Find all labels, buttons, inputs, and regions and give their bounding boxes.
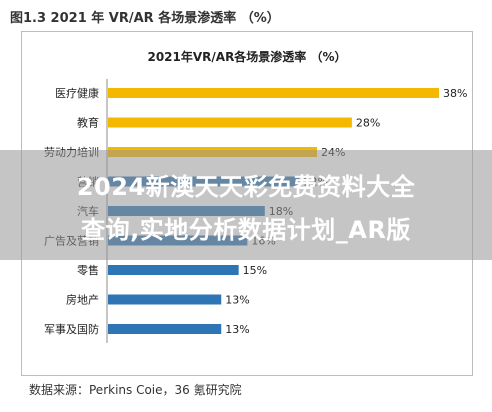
bar [108, 265, 239, 275]
bar [108, 117, 352, 128]
watermark-text-line-1: 2024新澳天天彩免费资料大全 [76, 173, 416, 201]
watermark-banner [0, 150, 492, 260]
value-label: 15% [243, 264, 267, 277]
watermark-text-line-2: 查询,实地分析数据计划_AR版 [81, 216, 411, 244]
figure-title: 图1.3 2021 年 VR/AR 各场景渗透率 （%） [10, 11, 280, 26]
category-label: 医疗健康 [55, 86, 99, 100]
bar [108, 294, 222, 305]
value-label: 13% [225, 323, 249, 336]
bar [108, 324, 222, 334]
value-label: 38% [443, 87, 467, 100]
chart-title: 2021年VR/AR各场景渗透率 （%） [147, 50, 347, 64]
category-label: 房地产 [66, 293, 99, 307]
category-label: 零售 [77, 263, 99, 277]
bar [108, 88, 439, 98]
category-label: 军事及国防 [44, 322, 99, 336]
category-label: 教育 [77, 116, 99, 130]
value-label: 28% [356, 117, 380, 130]
value-label: 13% [225, 294, 249, 307]
source-note: 数据来源：Perkins Coie，36 氪研究院 [29, 383, 242, 397]
